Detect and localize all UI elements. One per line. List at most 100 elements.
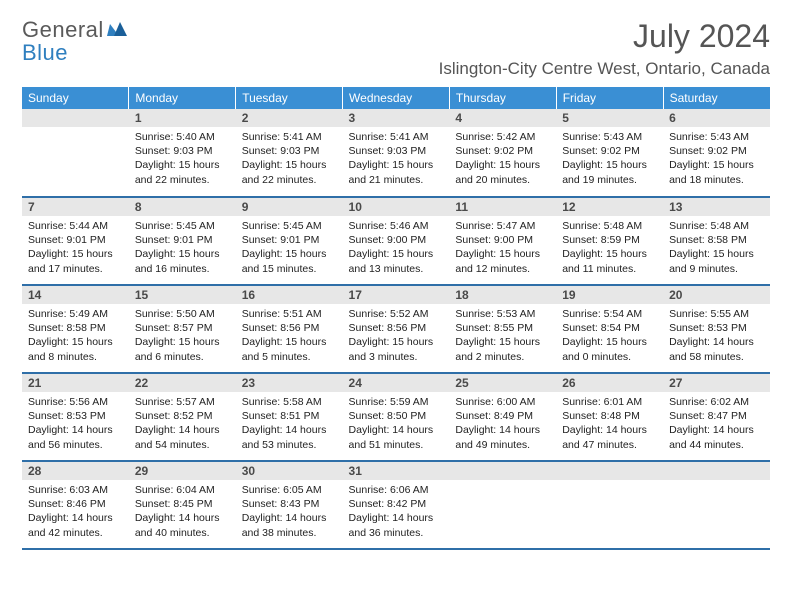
calendar-day-cell: 4Sunrise: 5:42 AMSunset: 9:02 PMDaylight… [449,109,556,197]
day-number: 16 [236,286,343,304]
day-number [22,109,129,127]
day-details: Sunrise: 5:44 AMSunset: 9:01 PMDaylight:… [22,216,129,280]
calendar-body: 1Sunrise: 5:40 AMSunset: 9:03 PMDaylight… [22,109,770,549]
location: Islington-City Centre West, Ontario, Can… [439,59,770,79]
day-number [663,462,770,480]
calendar-day-cell: 8Sunrise: 5:45 AMSunset: 9:01 PMDaylight… [129,197,236,285]
calendar-day-cell: 1Sunrise: 5:40 AMSunset: 9:03 PMDaylight… [129,109,236,197]
logo: GeneralBlue [22,18,129,64]
day-number: 29 [129,462,236,480]
day-number: 8 [129,198,236,216]
day-number: 24 [343,374,450,392]
calendar-day-cell: 27Sunrise: 6:02 AMSunset: 8:47 PMDayligh… [663,373,770,461]
day-details: Sunrise: 6:00 AMSunset: 8:49 PMDaylight:… [449,392,556,456]
calendar-day-cell: 9Sunrise: 5:45 AMSunset: 9:01 PMDaylight… [236,197,343,285]
day-number: 17 [343,286,450,304]
calendar-week-row: 7Sunrise: 5:44 AMSunset: 9:01 PMDaylight… [22,197,770,285]
calendar-day-cell: 20Sunrise: 5:55 AMSunset: 8:53 PMDayligh… [663,285,770,373]
weekday-header: Monday [129,87,236,109]
logo-word-1: General [22,17,104,42]
day-number: 3 [343,109,450,127]
day-details: Sunrise: 5:41 AMSunset: 9:03 PMDaylight:… [236,127,343,191]
calendar-week-row: 1Sunrise: 5:40 AMSunset: 9:03 PMDaylight… [22,109,770,197]
calendar-day-cell: 31Sunrise: 6:06 AMSunset: 8:42 PMDayligh… [343,461,450,549]
day-number: 1 [129,109,236,127]
calendar-day-cell: 10Sunrise: 5:46 AMSunset: 9:00 PMDayligh… [343,197,450,285]
calendar-day-cell: 15Sunrise: 5:50 AMSunset: 8:57 PMDayligh… [129,285,236,373]
calendar-day-cell: 23Sunrise: 5:58 AMSunset: 8:51 PMDayligh… [236,373,343,461]
day-number: 6 [663,109,770,127]
calendar-day-cell: 19Sunrise: 5:54 AMSunset: 8:54 PMDayligh… [556,285,663,373]
day-details: Sunrise: 6:06 AMSunset: 8:42 PMDaylight:… [343,480,450,544]
day-details: Sunrise: 5:59 AMSunset: 8:50 PMDaylight:… [343,392,450,456]
day-number: 21 [22,374,129,392]
calendar-week-row: 14Sunrise: 5:49 AMSunset: 8:58 PMDayligh… [22,285,770,373]
day-details: Sunrise: 5:41 AMSunset: 9:03 PMDaylight:… [343,127,450,191]
day-number: 9 [236,198,343,216]
calendar-day-cell: 26Sunrise: 6:01 AMSunset: 8:48 PMDayligh… [556,373,663,461]
calendar-day-cell: 28Sunrise: 6:03 AMSunset: 8:46 PMDayligh… [22,461,129,549]
day-details: Sunrise: 5:57 AMSunset: 8:52 PMDaylight:… [129,392,236,456]
calendar-day-cell: 5Sunrise: 5:43 AMSunset: 9:02 PMDaylight… [556,109,663,197]
calendar-day-cell: 2Sunrise: 5:41 AMSunset: 9:03 PMDaylight… [236,109,343,197]
calendar-day-cell: 24Sunrise: 5:59 AMSunset: 8:50 PMDayligh… [343,373,450,461]
calendar-day-cell: 11Sunrise: 5:47 AMSunset: 9:00 PMDayligh… [449,197,556,285]
day-number: 22 [129,374,236,392]
calendar-day-cell [663,461,770,549]
day-details: Sunrise: 6:02 AMSunset: 8:47 PMDaylight:… [663,392,770,456]
calendar-day-cell [22,109,129,197]
calendar-day-cell: 14Sunrise: 5:49 AMSunset: 8:58 PMDayligh… [22,285,129,373]
day-number: 13 [663,198,770,216]
header: GeneralBlue July 2024 Islington-City Cen… [22,18,770,85]
calendar-week-row: 21Sunrise: 5:56 AMSunset: 8:53 PMDayligh… [22,373,770,461]
day-details: Sunrise: 5:55 AMSunset: 8:53 PMDaylight:… [663,304,770,368]
day-details: Sunrise: 5:53 AMSunset: 8:55 PMDaylight:… [449,304,556,368]
day-details: Sunrise: 6:03 AMSunset: 8:46 PMDaylight:… [22,480,129,544]
day-number: 4 [449,109,556,127]
logo-mark-icon [107,18,129,41]
calendar-day-cell: 29Sunrise: 6:04 AMSunset: 8:45 PMDayligh… [129,461,236,549]
day-details: Sunrise: 5:45 AMSunset: 9:01 PMDaylight:… [236,216,343,280]
day-number [449,462,556,480]
day-number: 20 [663,286,770,304]
calendar-table: SundayMondayTuesdayWednesdayThursdayFrid… [22,87,770,550]
day-number: 14 [22,286,129,304]
weekday-header: Tuesday [236,87,343,109]
calendar-day-cell: 17Sunrise: 5:52 AMSunset: 8:56 PMDayligh… [343,285,450,373]
day-details: Sunrise: 5:54 AMSunset: 8:54 PMDaylight:… [556,304,663,368]
day-number: 31 [343,462,450,480]
weekday-header: Wednesday [343,87,450,109]
day-details: Sunrise: 6:01 AMSunset: 8:48 PMDaylight:… [556,392,663,456]
day-number: 28 [22,462,129,480]
weekday-header-row: SundayMondayTuesdayWednesdayThursdayFrid… [22,87,770,109]
day-number: 2 [236,109,343,127]
day-details: Sunrise: 5:58 AMSunset: 8:51 PMDaylight:… [236,392,343,456]
day-number: 25 [449,374,556,392]
day-number: 30 [236,462,343,480]
day-details: Sunrise: 5:40 AMSunset: 9:03 PMDaylight:… [129,127,236,191]
calendar-day-cell: 25Sunrise: 6:00 AMSunset: 8:49 PMDayligh… [449,373,556,461]
day-number: 26 [556,374,663,392]
logo-word-2: Blue [22,40,68,65]
weekday-header: Thursday [449,87,556,109]
day-details: Sunrise: 6:04 AMSunset: 8:45 PMDaylight:… [129,480,236,544]
day-number: 15 [129,286,236,304]
day-details: Sunrise: 5:51 AMSunset: 8:56 PMDaylight:… [236,304,343,368]
calendar-day-cell: 18Sunrise: 5:53 AMSunset: 8:55 PMDayligh… [449,285,556,373]
day-number [556,462,663,480]
day-number: 12 [556,198,663,216]
day-number: 27 [663,374,770,392]
day-details: Sunrise: 5:50 AMSunset: 8:57 PMDaylight:… [129,304,236,368]
calendar-day-cell: 13Sunrise: 5:48 AMSunset: 8:58 PMDayligh… [663,197,770,285]
day-number: 19 [556,286,663,304]
day-number: 18 [449,286,556,304]
day-number: 11 [449,198,556,216]
day-details: Sunrise: 5:56 AMSunset: 8:53 PMDaylight:… [22,392,129,456]
day-number: 5 [556,109,663,127]
calendar-day-cell: 21Sunrise: 5:56 AMSunset: 8:53 PMDayligh… [22,373,129,461]
day-details: Sunrise: 5:49 AMSunset: 8:58 PMDaylight:… [22,304,129,368]
day-number: 10 [343,198,450,216]
month-title: July 2024 [439,18,770,55]
day-details: Sunrise: 5:47 AMSunset: 9:00 PMDaylight:… [449,216,556,280]
calendar-day-cell: 3Sunrise: 5:41 AMSunset: 9:03 PMDaylight… [343,109,450,197]
